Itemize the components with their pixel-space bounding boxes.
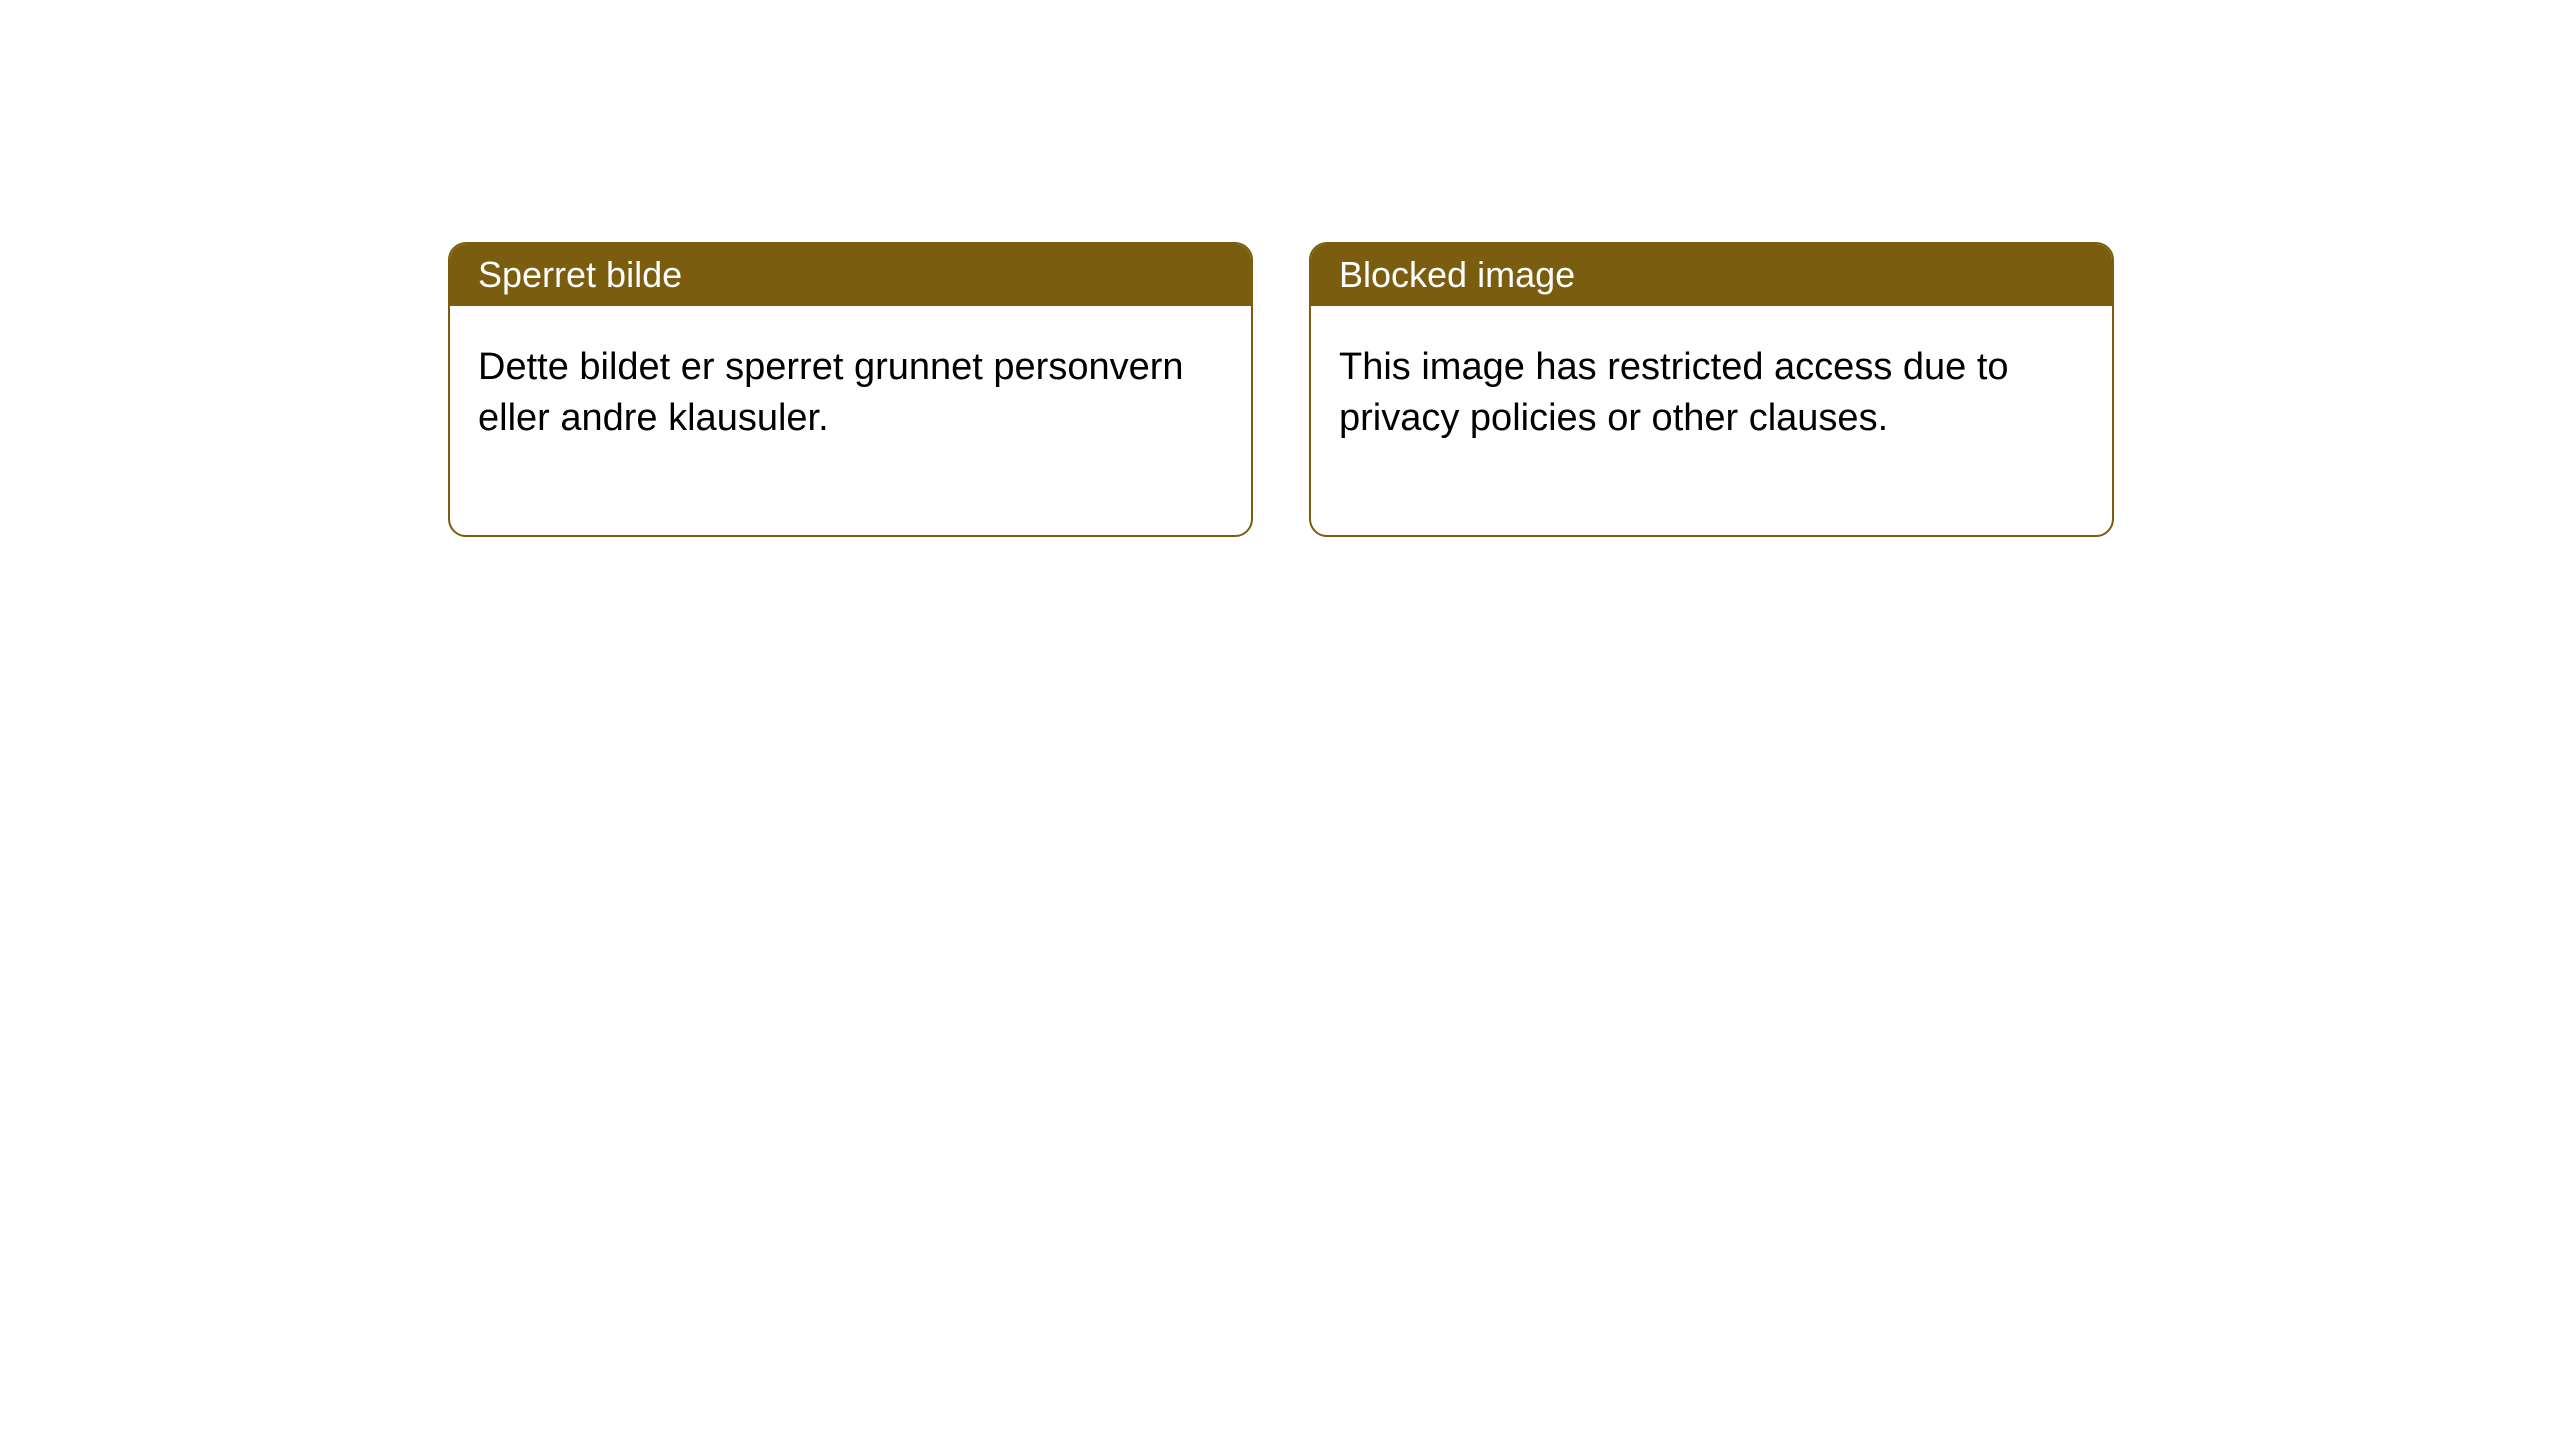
card-body: This image has restricted access due to … — [1311, 306, 2112, 535]
card-header: Sperret bilde — [450, 244, 1251, 306]
card-header: Blocked image — [1311, 244, 2112, 306]
notice-card-norwegian: Sperret bilde Dette bildet er sperret gr… — [448, 242, 1253, 537]
card-body: Dette bildet er sperret grunnet personve… — [450, 306, 1251, 535]
notice-container: Sperret bilde Dette bildet er sperret gr… — [448, 242, 2114, 537]
notice-card-english: Blocked image This image has restricted … — [1309, 242, 2114, 537]
